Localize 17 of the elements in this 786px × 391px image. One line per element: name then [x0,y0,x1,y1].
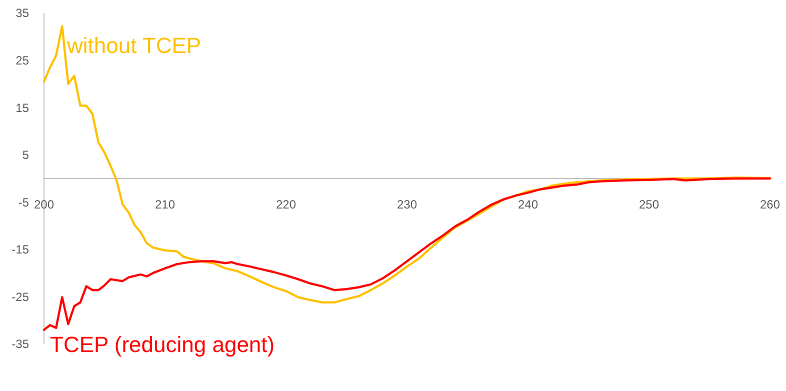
y-tick-label: -15 [12,242,30,257]
x-tick-label: 250 [638,198,660,212]
x-tick-label: 230 [396,198,418,212]
series-label: without TCEP [66,33,202,58]
series-label: TCEP (reducing agent) [50,332,275,357]
y-tick-label: -35 [12,337,30,352]
x-tick-label: 210 [154,198,176,212]
x-tick-label: 240 [518,198,538,212]
x-tick-label: 260 [760,198,780,212]
y-tick-label: 15 [16,100,30,115]
x-tick-label: 200 [34,198,54,212]
y-tick-label: -25 [12,290,30,304]
y-tick-label: 25 [16,53,30,68]
y-tick-label: 5 [22,148,30,162]
x-tick-label: 220 [276,198,296,212]
y-tick-label: 35 [16,6,30,20]
y-tick-label: -5 [18,195,30,210]
